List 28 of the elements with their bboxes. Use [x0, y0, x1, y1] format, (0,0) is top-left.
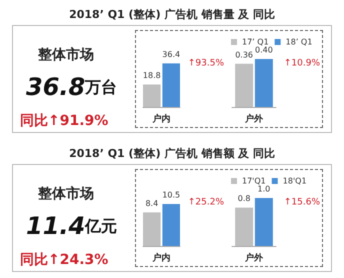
text: 同比↑91.9%	[20, 113, 108, 129]
text: ↑93.5%	[188, 58, 224, 68]
data-label: 1.0	[258, 184, 270, 194]
text: ↑10.9%	[284, 58, 320, 68]
data-label: 0.36	[235, 50, 254, 60]
text: 11.4亿元	[26, 212, 118, 240]
text: 同比↑24.3%	[20, 252, 108, 268]
x-tick-label: 户内	[152, 252, 170, 264]
data-label: 36.4	[162, 50, 180, 59]
x-tick-label: 户内	[152, 114, 170, 124]
x-tick-label: 户外	[244, 252, 264, 264]
data-label: 0.40	[254, 46, 273, 54]
text: 36.8万台	[26, 73, 118, 101]
legend-label: 18'Q1	[282, 176, 307, 186]
text: 整体市场	[37, 46, 94, 63]
data-label: 0.8	[238, 194, 250, 204]
text: ↑15.6%	[284, 198, 320, 208]
text: ↑25.2%	[188, 198, 224, 208]
data-label: 8.4	[145, 198, 158, 208]
legend-label: 17’ Q1	[242, 38, 269, 46]
data-label: 10.5	[162, 190, 180, 200]
data-label: 18.8	[142, 70, 161, 80]
text: 整体市场	[37, 185, 94, 202]
text: 2018’ Q1 (整体) 广告机 销售额 及 同比	[69, 147, 275, 160]
legend-label: 17'Q1	[242, 176, 266, 186]
legend-label: 18’ Q1	[286, 38, 312, 46]
x-tick-label: 户外	[244, 114, 264, 124]
text: 2018’ Q1 (整体) 广告机 销售量 及 同比	[69, 8, 275, 21]
